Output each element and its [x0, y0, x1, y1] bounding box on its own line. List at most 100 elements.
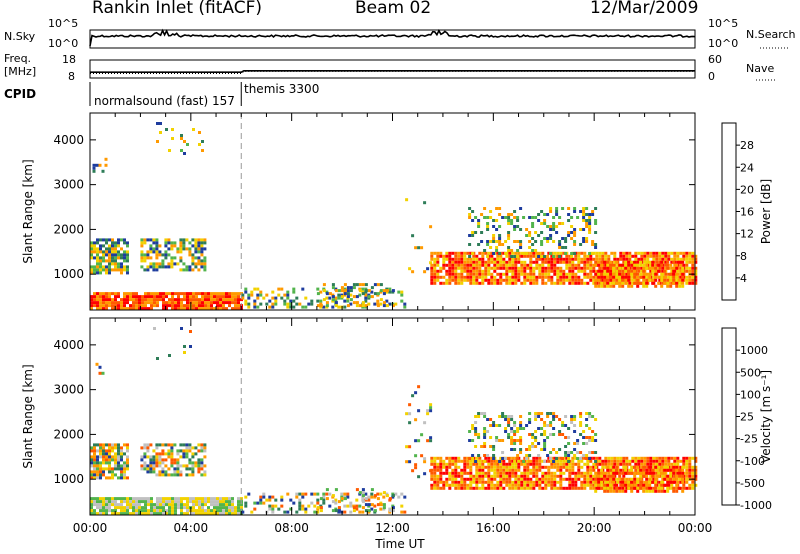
heatmap-cell [681, 272, 685, 276]
heatmap-cell [523, 266, 527, 270]
heatmap-cell [400, 290, 404, 294]
heatmap-cell [334, 509, 338, 513]
heatmap-cell [490, 483, 494, 487]
heatmap-cell [313, 492, 317, 496]
heatmap-cell [433, 275, 437, 279]
heatmap-cell [568, 275, 572, 279]
heatmap-cell [625, 486, 629, 490]
heatmap-cell [660, 465, 664, 469]
heatmap-cell [222, 500, 225, 504]
heatmap-cell [520, 260, 524, 264]
heatmap-cell [517, 266, 521, 270]
heatmap-cell [414, 391, 418, 395]
heatmap-cell [183, 497, 186, 501]
heatmap-cell [433, 483, 437, 487]
heatmap-cell [627, 269, 631, 273]
heatmap-cell [237, 292, 240, 296]
heatmap-cell [179, 443, 183, 447]
heatmap-cell [537, 213, 541, 216]
heatmap-cell [152, 241, 156, 245]
heatmap-cell [298, 507, 302, 511]
heatmap-cell [256, 293, 260, 297]
heatmap-cell [645, 477, 649, 481]
heatmap-cell [304, 510, 308, 514]
heatmap-cell [657, 275, 661, 279]
heatmap-cell [237, 506, 240, 510]
heatmap-cell [583, 254, 587, 258]
heatmap-cell [403, 510, 407, 514]
heatmap-cell [430, 477, 434, 481]
heatmap-cell [642, 471, 646, 475]
heatmap-cell [111, 262, 114, 266]
heatmap-cell [525, 228, 529, 231]
heatmap-cell [580, 266, 584, 270]
heatmap-cell [150, 509, 153, 513]
heatmap-cell [331, 286, 335, 290]
heatmap-cell [567, 427, 571, 430]
heatmap-cell [682, 483, 686, 487]
heatmap-cell [552, 427, 556, 430]
heatmap-cell [355, 301, 359, 305]
heatmap-cell [585, 213, 589, 216]
heatmap-cell [586, 468, 590, 472]
heatmap-cell [636, 284, 640, 288]
heatmap-cell [556, 474, 560, 478]
heatmap-cell [514, 275, 518, 279]
heatmap-cell [222, 509, 225, 513]
heatmap-cell [237, 307, 240, 311]
heatmap-cell [433, 474, 437, 478]
heatmap-cell [589, 471, 593, 475]
heatmap-cell [544, 266, 548, 270]
heatmap-cell [595, 269, 599, 273]
heatmap-cell [346, 492, 350, 496]
heatmap-cell [474, 415, 478, 418]
heatmap-cell [99, 298, 102, 302]
heatmap-cell [292, 501, 296, 505]
heatmap-cell [343, 510, 347, 514]
heatmap-cell [400, 293, 404, 297]
heatmap-cell [582, 228, 586, 231]
heatmap-cell [556, 272, 560, 276]
heatmap-cell [201, 506, 204, 510]
heatmap-cell [645, 480, 649, 484]
heatmap-cell [99, 464, 102, 468]
heatmap-cell [577, 251, 581, 255]
heatmap-cell [570, 418, 574, 421]
heatmap-cell [688, 281, 692, 285]
heatmap-cell [556, 468, 560, 472]
heatmap-cell [457, 465, 461, 469]
heatmap-cell [543, 439, 547, 442]
heatmap-cell [173, 470, 177, 474]
heatmap-cell [161, 259, 165, 263]
heatmap-cell [140, 256, 144, 260]
heatmap-cell [504, 240, 508, 243]
heatmap-cell [203, 238, 207, 242]
heatmap-cell [502, 474, 506, 478]
heatmap-cell [120, 262, 123, 266]
heatmap-cell [200, 464, 204, 468]
heatmap-cell [436, 480, 440, 484]
heatmap-cell [639, 480, 643, 484]
heatmap-cell [370, 286, 374, 290]
heatmap-cell [630, 272, 634, 276]
heatmap-cell [612, 468, 616, 472]
heatmap-cell [93, 509, 96, 513]
heatmap-cell [562, 275, 566, 279]
heatmap-cell [349, 501, 353, 505]
heatmap-cell [511, 456, 515, 460]
heatmap-cell [691, 486, 695, 490]
heatmap-cell [559, 483, 563, 487]
heatmap-cell [544, 260, 548, 264]
heatmap-cell [664, 260, 668, 264]
heatmap-cell [234, 292, 237, 296]
heatmap-cell [367, 302, 371, 306]
heatmap-cell [559, 477, 563, 481]
heatmap-cell [352, 506, 356, 510]
heatmap-cell [391, 506, 395, 510]
heatmap-cell [484, 486, 488, 490]
heatmap-cell [502, 272, 506, 276]
heatmap-cell [577, 257, 581, 261]
heatmap-cell [618, 284, 622, 288]
heatmap-cell [595, 257, 599, 261]
heatmap-cell [582, 207, 586, 210]
